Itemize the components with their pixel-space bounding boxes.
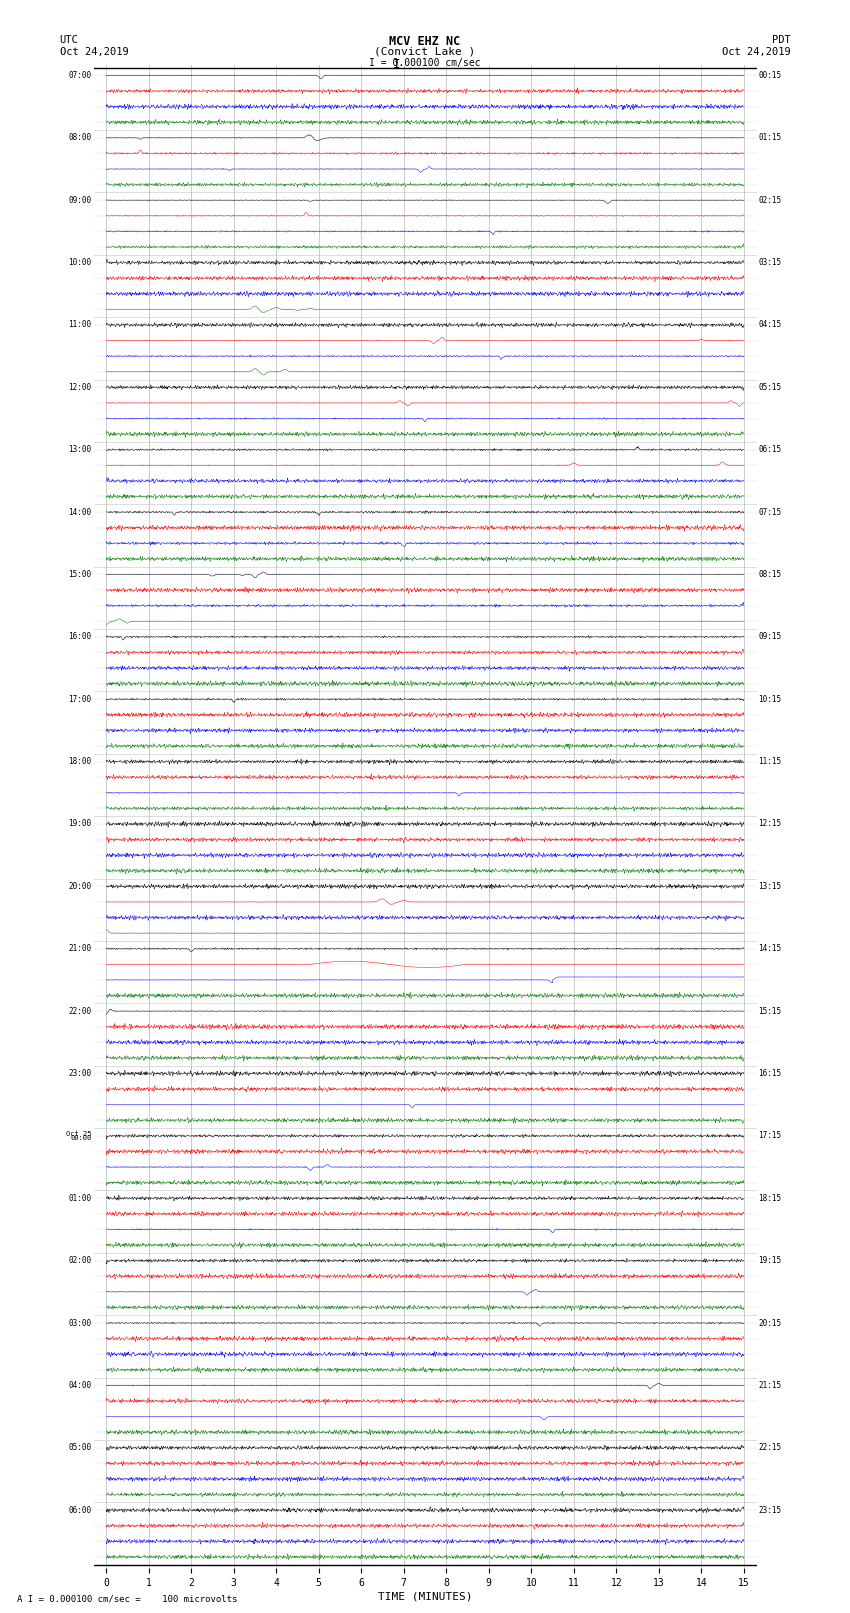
Text: 14:15: 14:15 xyxy=(758,944,782,953)
Text: Oct 25: Oct 25 xyxy=(66,1131,91,1137)
Text: 21:15: 21:15 xyxy=(758,1381,782,1390)
Text: 03:15: 03:15 xyxy=(758,258,782,268)
Text: A I = 0.000100 cm/sec =    100 microvolts: A I = 0.000100 cm/sec = 100 microvolts xyxy=(17,1594,237,1603)
Text: 16:15: 16:15 xyxy=(758,1069,782,1077)
Text: MCV EHZ NC: MCV EHZ NC xyxy=(389,35,461,48)
Text: PDT: PDT xyxy=(772,35,791,45)
Text: 17:15: 17:15 xyxy=(758,1131,782,1140)
Text: Oct 24,2019: Oct 24,2019 xyxy=(60,47,128,56)
Text: 07:15: 07:15 xyxy=(758,508,782,516)
Text: 10:00: 10:00 xyxy=(68,258,91,268)
Text: 02:00: 02:00 xyxy=(68,1257,91,1265)
Text: 22:15: 22:15 xyxy=(758,1444,782,1452)
Text: I = 0.000100 cm/sec: I = 0.000100 cm/sec xyxy=(369,58,481,68)
Text: 07:00: 07:00 xyxy=(68,71,91,81)
Text: 20:15: 20:15 xyxy=(758,1318,782,1327)
Text: 04:00: 04:00 xyxy=(68,1381,91,1390)
Text: 12:00: 12:00 xyxy=(68,382,91,392)
Text: 02:15: 02:15 xyxy=(758,195,782,205)
Text: 05:15: 05:15 xyxy=(758,382,782,392)
Text: I: I xyxy=(394,58,400,71)
Text: 20:00: 20:00 xyxy=(68,882,91,890)
Text: 06:00: 06:00 xyxy=(68,1505,91,1515)
Text: 23:15: 23:15 xyxy=(758,1505,782,1515)
Text: 22:00: 22:00 xyxy=(68,1007,91,1016)
Text: 15:00: 15:00 xyxy=(68,569,91,579)
Text: 09:15: 09:15 xyxy=(758,632,782,642)
Text: 13:15: 13:15 xyxy=(758,882,782,890)
Text: 18:15: 18:15 xyxy=(758,1194,782,1203)
Text: 00:15: 00:15 xyxy=(758,71,782,81)
Text: 06:15: 06:15 xyxy=(758,445,782,455)
Text: 08:00: 08:00 xyxy=(68,134,91,142)
Text: 19:00: 19:00 xyxy=(68,819,91,829)
Text: 13:00: 13:00 xyxy=(68,445,91,455)
Text: 09:00: 09:00 xyxy=(68,195,91,205)
Text: 19:15: 19:15 xyxy=(758,1257,782,1265)
Text: 04:15: 04:15 xyxy=(758,321,782,329)
Text: 11:15: 11:15 xyxy=(758,756,782,766)
Text: 16:00: 16:00 xyxy=(68,632,91,642)
Text: 05:00: 05:00 xyxy=(68,1444,91,1452)
Text: 21:00: 21:00 xyxy=(68,944,91,953)
Text: 15:15: 15:15 xyxy=(758,1007,782,1016)
Text: 00:00: 00:00 xyxy=(70,1136,91,1142)
Text: (Convict Lake ): (Convict Lake ) xyxy=(374,47,476,56)
Text: 17:00: 17:00 xyxy=(68,695,91,703)
Text: UTC: UTC xyxy=(60,35,78,45)
Text: Oct 24,2019: Oct 24,2019 xyxy=(722,47,790,56)
Text: 12:15: 12:15 xyxy=(758,819,782,829)
Text: 01:15: 01:15 xyxy=(758,134,782,142)
X-axis label: TIME (MINUTES): TIME (MINUTES) xyxy=(377,1592,473,1602)
Text: 11:00: 11:00 xyxy=(68,321,91,329)
Text: 01:00: 01:00 xyxy=(68,1194,91,1203)
Text: 18:00: 18:00 xyxy=(68,756,91,766)
Text: 14:00: 14:00 xyxy=(68,508,91,516)
Text: 23:00: 23:00 xyxy=(68,1069,91,1077)
Text: 10:15: 10:15 xyxy=(758,695,782,703)
Text: 08:15: 08:15 xyxy=(758,569,782,579)
Text: 03:00: 03:00 xyxy=(68,1318,91,1327)
